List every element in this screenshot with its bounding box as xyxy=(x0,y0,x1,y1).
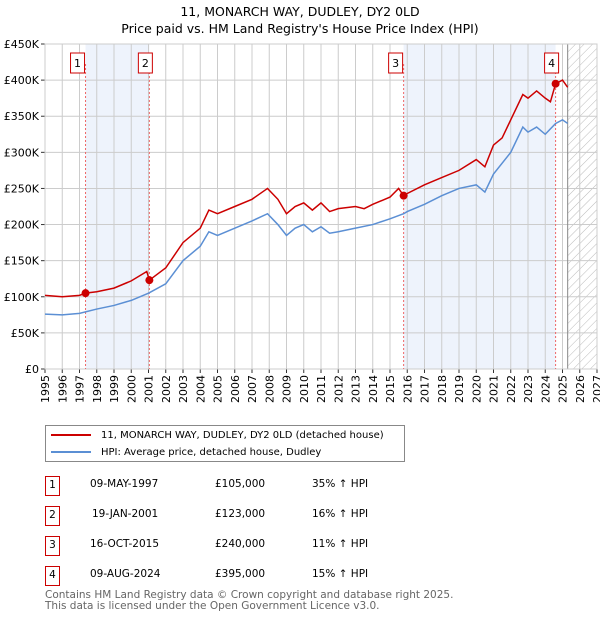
x-tick-label: 2004 xyxy=(194,375,207,403)
transaction-hpi-delta: 16% ↑ HPI xyxy=(312,508,369,520)
x-tick-label: 2021 xyxy=(488,375,501,403)
transaction-price: £240,000 xyxy=(215,538,266,550)
sale-point xyxy=(551,79,560,88)
hpi-line xyxy=(44,118,569,316)
x-tick-label: 2020 xyxy=(470,375,483,403)
sale-period-shade xyxy=(85,44,150,369)
sale-label-box xyxy=(70,52,86,74)
price-chart: 1995 1996 1997 1998 1999 2000 2001 2002 2003 2004… xyxy=(4,38,600,403)
sale-label: 4 xyxy=(548,57,555,70)
transaction-number-badge: 3 xyxy=(45,536,60,556)
forecast-hatch xyxy=(567,44,597,369)
plot-frame xyxy=(44,43,598,370)
x-tick-label: 1998 xyxy=(91,375,104,403)
x-tick-label: 2005 xyxy=(212,375,225,403)
transaction-row: 2 19-JAN-2001 £123,000 16% ↑ HPI xyxy=(45,506,465,526)
x-tick-label: 2015 xyxy=(384,375,397,403)
legend-hpi: HPI: Average price, detached house, Dudl… xyxy=(101,446,322,458)
transaction-hpi-delta: 35% ↑ HPI xyxy=(312,478,369,490)
transaction-date: 19-JAN-2001 xyxy=(92,508,159,520)
transaction-row: 3 16-OCT-2015 £240,000 11% ↑ HPI xyxy=(45,536,465,556)
x-tick-label: 2002 xyxy=(160,375,173,403)
legend-swatch-hpi xyxy=(51,451,91,453)
x-tick-label: 2022 xyxy=(505,375,518,403)
transaction-number-badge: 2 xyxy=(45,506,60,526)
sale-point xyxy=(145,276,154,285)
chart-subtitle: Price paid vs. HM Land Registry's House … xyxy=(121,21,479,36)
x-tick-label: 1995 xyxy=(39,375,52,403)
sale-label: 3 xyxy=(392,57,399,70)
sale-label-box xyxy=(544,52,560,74)
x-tick-label: 2007 xyxy=(246,375,259,403)
transaction-price: £395,000 xyxy=(215,568,266,580)
x-tick-label: 2010 xyxy=(298,375,311,403)
y-tick-label: £250K xyxy=(4,182,40,195)
sale-period-shade xyxy=(403,44,556,369)
chart-title: 11, MONARCH WAY, DUDLEY, DY2 0LD xyxy=(180,4,420,19)
transaction-number-badge: 4 xyxy=(45,566,60,586)
y-tick-label: £100K xyxy=(4,291,40,304)
y-tick-label: £50K xyxy=(11,327,40,340)
transaction-date: 16-OCT-2015 xyxy=(90,538,159,550)
x-tick-label: 2025 xyxy=(557,375,570,403)
transaction-number-badge: 1 xyxy=(45,476,60,496)
x-tick-label: 2027 xyxy=(591,375,600,403)
legend-property: 11, MONARCH WAY, DUDLEY, DY2 0LD (detach… xyxy=(101,429,384,441)
sale-point xyxy=(81,289,90,298)
x-tick-label: 2014 xyxy=(367,375,380,403)
y-tick-label: £350K xyxy=(4,110,40,123)
x-tick-label: 1996 xyxy=(56,375,69,403)
x-tick-label: 2013 xyxy=(350,375,363,403)
y-tick-label: £400K xyxy=(4,74,40,87)
transaction-row: 1 09-MAY-1997 £105,000 35% ↑ HPI xyxy=(45,476,465,496)
x-tick-label: 2017 xyxy=(419,375,432,403)
legend-swatch-property xyxy=(51,434,91,436)
transaction-row: 4 09-AUG-2024 £395,000 15% ↑ HPI xyxy=(45,566,465,586)
x-tick-label: 2024 xyxy=(539,375,552,403)
y-tick-label: £200K xyxy=(4,219,40,232)
legend: 11, MONARCH WAY, DUDLEY, DY2 0LD (detach… xyxy=(45,425,405,462)
footer-copyright: Contains HM Land Registry data © Crown c… xyxy=(45,589,454,601)
y-tick-label: £0 xyxy=(25,363,39,376)
transaction-date: 09-AUG-2024 xyxy=(90,568,161,580)
x-tick-label: 2000 xyxy=(125,375,138,403)
sale-label-box xyxy=(137,52,153,74)
sale-label-box xyxy=(388,52,404,74)
sale-label: 1 xyxy=(74,57,81,70)
transaction-price: £123,000 xyxy=(215,508,266,520)
transaction-price: £105,000 xyxy=(215,478,266,490)
x-tick-label: 1997 xyxy=(74,375,87,403)
x-tick-label: 2008 xyxy=(263,375,276,403)
y-tick-label: £150K xyxy=(4,255,40,268)
x-tick-label: 2006 xyxy=(229,375,242,403)
sale-point xyxy=(399,191,408,200)
x-tick-label: 2009 xyxy=(281,375,294,403)
x-tick-label: 2019 xyxy=(453,375,466,403)
footer-licence: This data is licensed under the Open Gov… xyxy=(45,600,380,612)
transaction-hpi-delta: 15% ↑ HPI xyxy=(312,568,369,580)
transaction-hpi-delta: 11% ↑ HPI xyxy=(312,538,369,550)
y-tick-label: £450K xyxy=(4,38,40,51)
x-tick-label: 2016 xyxy=(401,375,414,403)
x-tick-label: 2018 xyxy=(436,375,449,403)
x-tick-label: 2026 xyxy=(574,375,587,403)
x-tick-label: 2001 xyxy=(143,375,156,403)
sale-label: 2 xyxy=(142,57,149,70)
x-tick-label: 2011 xyxy=(315,375,328,403)
x-tick-label: 1999 xyxy=(108,375,121,403)
x-tick-label: 2023 xyxy=(522,375,535,403)
x-tick-label: 2003 xyxy=(177,375,190,403)
transaction-date: 09-MAY-1997 xyxy=(90,478,159,490)
y-tick-label: £300K xyxy=(4,146,40,159)
x-tick-label: 2012 xyxy=(332,375,345,403)
